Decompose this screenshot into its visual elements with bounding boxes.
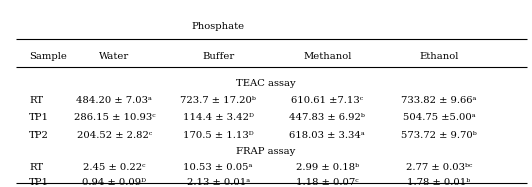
Text: 2.45 ± 0.22ᶜ: 2.45 ± 0.22ᶜ bbox=[83, 163, 146, 172]
Text: 723.7 ± 17.20ᵇ: 723.7 ± 17.20ᵇ bbox=[180, 96, 256, 105]
Text: 1.78 ± 0.01ᵇ: 1.78 ± 0.01ᵇ bbox=[408, 178, 470, 187]
Text: 484.20 ± 7.03ᵃ: 484.20 ± 7.03ᵃ bbox=[77, 96, 152, 105]
Text: TP1: TP1 bbox=[29, 178, 49, 187]
Text: RT: RT bbox=[29, 96, 44, 105]
Text: 170.5 ± 1.13ᴰ: 170.5 ± 1.13ᴰ bbox=[183, 131, 253, 140]
Text: Methanol: Methanol bbox=[303, 52, 351, 61]
Text: Sample: Sample bbox=[29, 52, 67, 61]
Text: 114.4 ± 3.42ᴰ: 114.4 ± 3.42ᴰ bbox=[182, 113, 254, 122]
Text: 2.77 ± 0.03ᵇᶜ: 2.77 ± 0.03ᵇᶜ bbox=[406, 163, 472, 172]
Text: 504.75 ±5.00ᵃ: 504.75 ±5.00ᵃ bbox=[403, 113, 475, 122]
Text: TP2: TP2 bbox=[29, 131, 49, 140]
Text: 447.83 ± 6.92ᵇ: 447.83 ± 6.92ᵇ bbox=[289, 113, 365, 122]
Text: 2.13 ± 0.01ᵃ: 2.13 ± 0.01ᵃ bbox=[187, 178, 250, 187]
Text: 618.03 ± 3.34ᵃ: 618.03 ± 3.34ᵃ bbox=[289, 131, 365, 140]
Text: TP1: TP1 bbox=[29, 113, 49, 122]
Text: 10.53 ± 0.05ᵃ: 10.53 ± 0.05ᵃ bbox=[184, 163, 253, 172]
Text: 573.72 ± 9.70ᵇ: 573.72 ± 9.70ᵇ bbox=[401, 131, 477, 140]
Text: 733.82 ± 9.66ᵃ: 733.82 ± 9.66ᵃ bbox=[401, 96, 477, 105]
Text: 0.94 ± 0.09ᴰ: 0.94 ± 0.09ᴰ bbox=[82, 178, 146, 187]
Text: 2.99 ± 0.18ᵇ: 2.99 ± 0.18ᵇ bbox=[296, 163, 359, 172]
Text: Phosphate: Phosphate bbox=[192, 22, 245, 31]
Text: 610.61 ±7.13ᶜ: 610.61 ±7.13ᶜ bbox=[291, 96, 363, 105]
Text: 286.15 ± 10.93ᶜ: 286.15 ± 10.93ᶜ bbox=[73, 113, 155, 122]
Text: Ethanol: Ethanol bbox=[419, 52, 459, 61]
Text: Buffer: Buffer bbox=[202, 52, 234, 61]
Text: 1.18 ± 0.07ᶜ: 1.18 ± 0.07ᶜ bbox=[296, 178, 359, 187]
Text: RT: RT bbox=[29, 163, 44, 172]
Text: 204.52 ± 2.82ᶜ: 204.52 ± 2.82ᶜ bbox=[77, 131, 152, 140]
Text: Water: Water bbox=[99, 52, 129, 61]
Text: TEAC assay: TEAC assay bbox=[236, 79, 296, 88]
Text: FRAP assay: FRAP assay bbox=[236, 147, 296, 156]
